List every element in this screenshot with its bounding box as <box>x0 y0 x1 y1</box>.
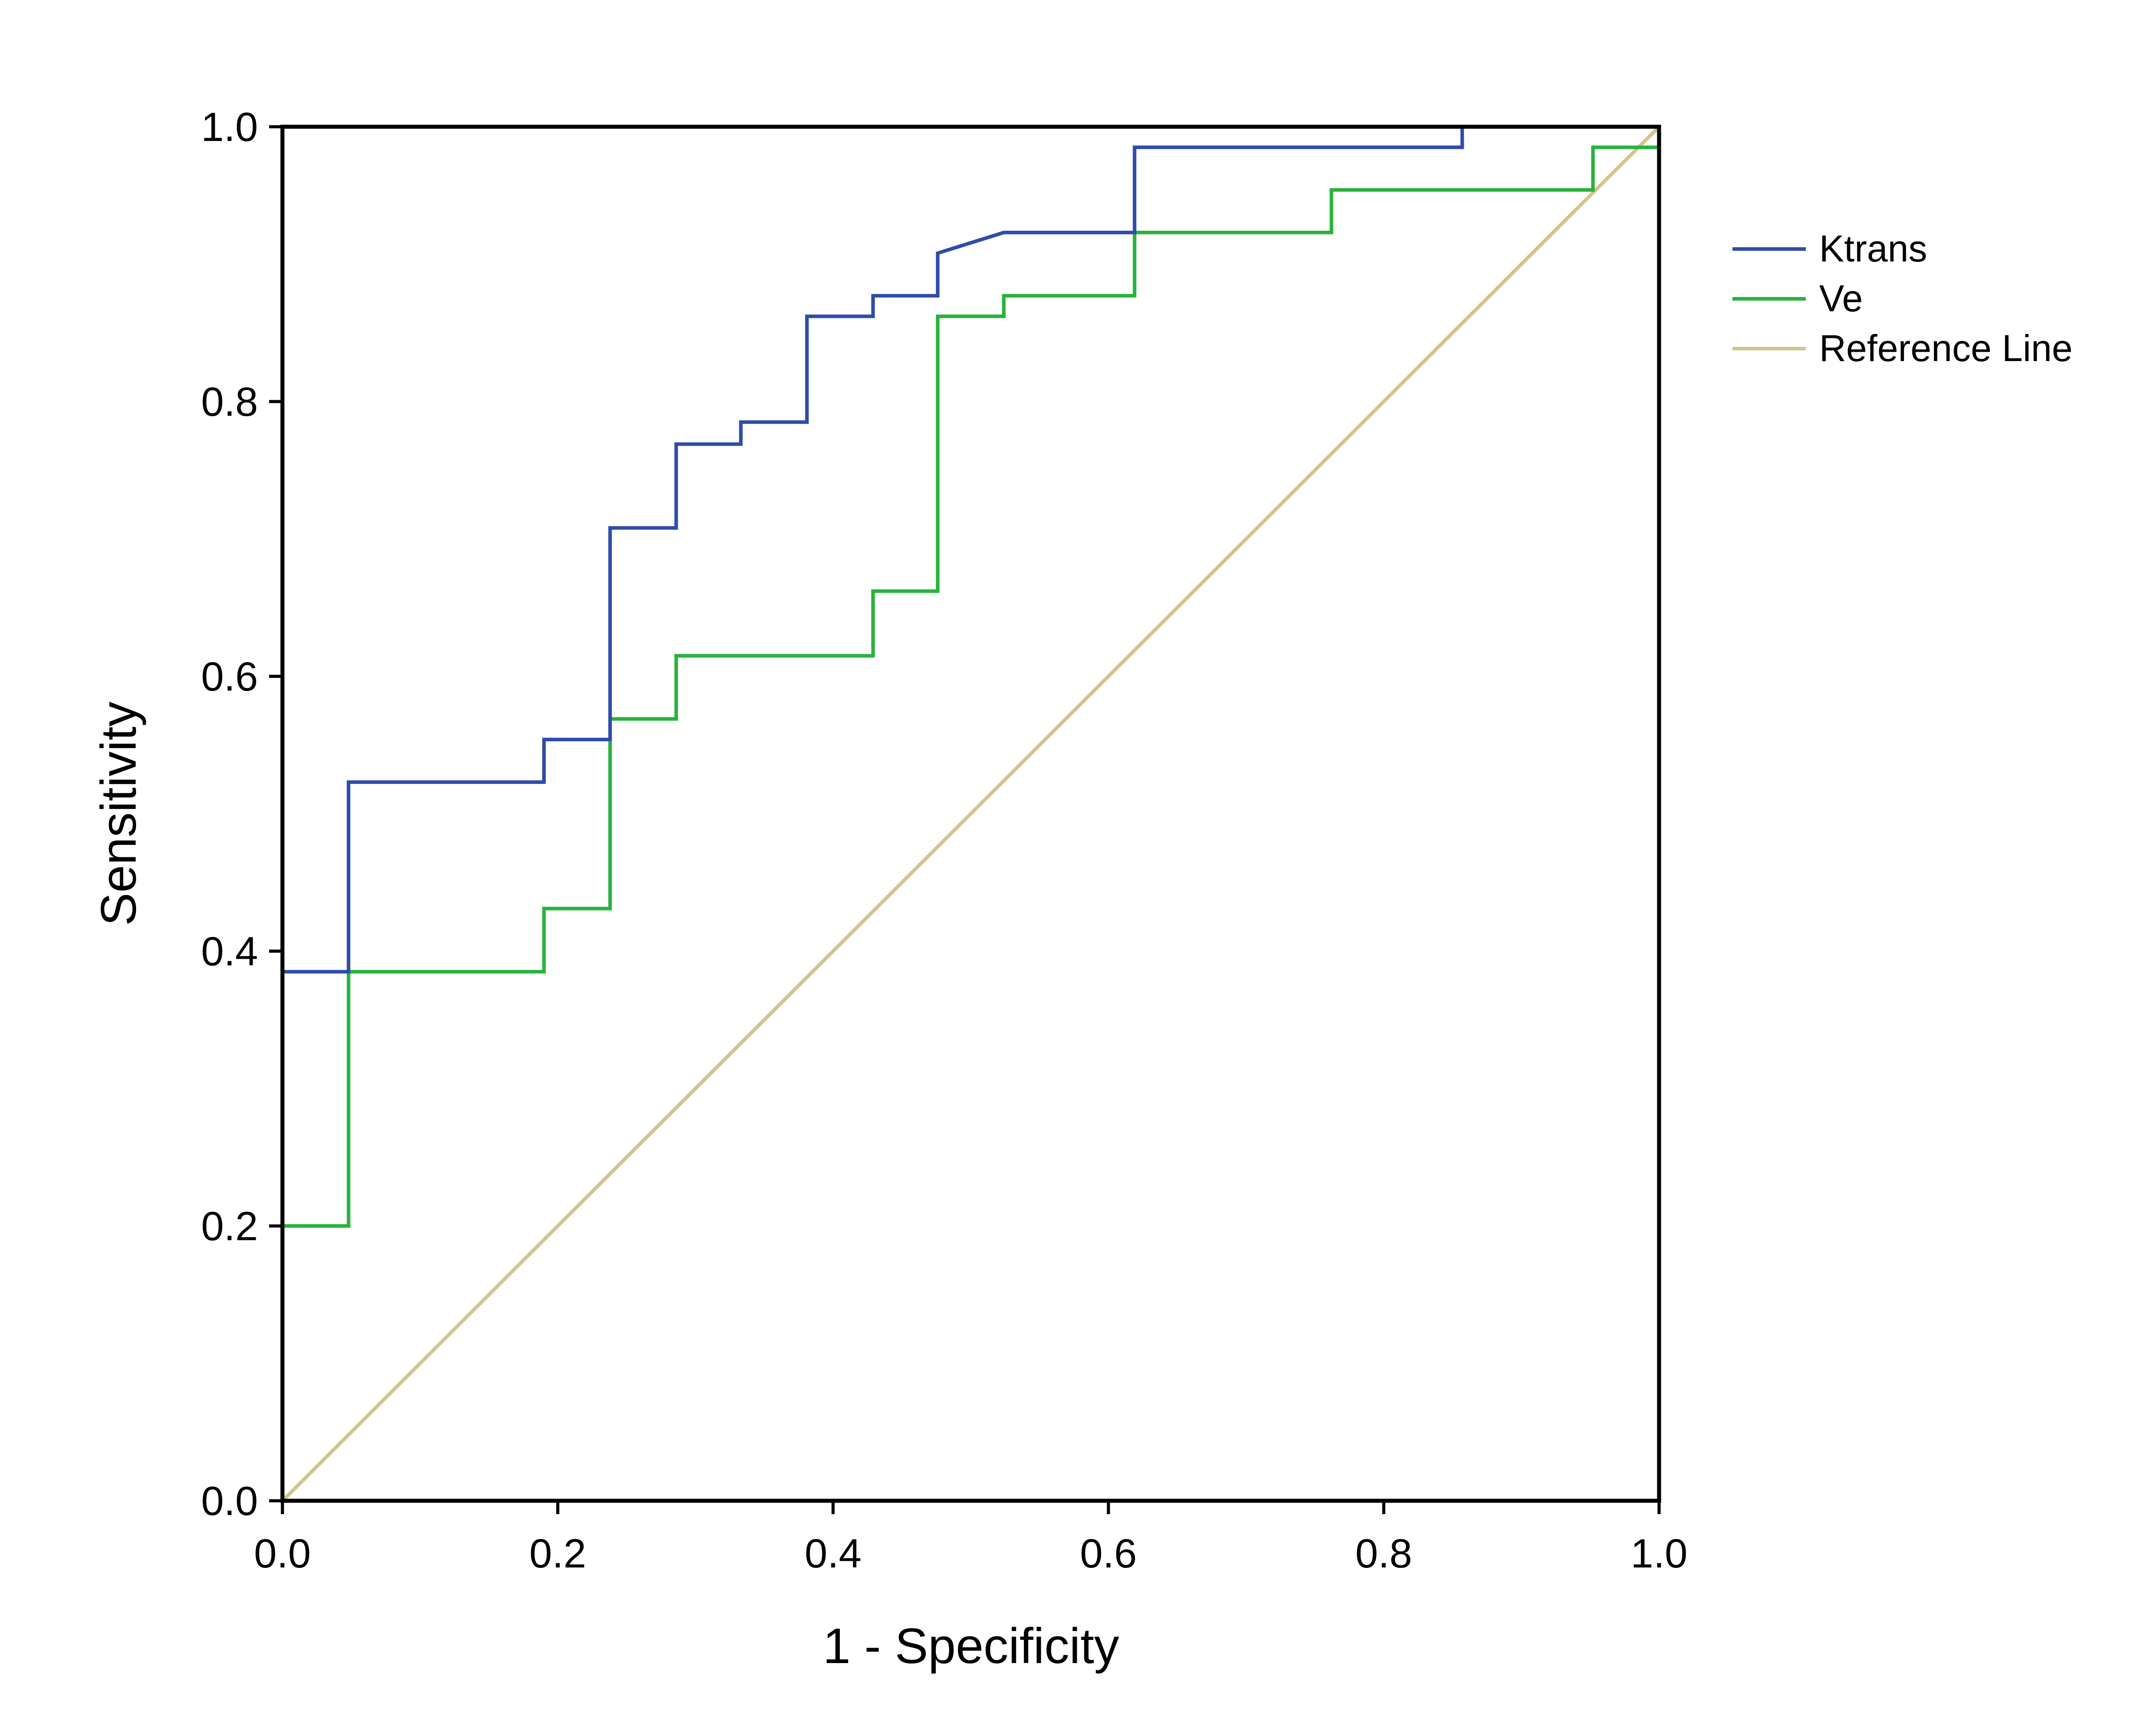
series-layer <box>281 125 1661 1502</box>
legend-label-ve: Ve <box>1819 277 1863 319</box>
y-tick-label: 0.6 <box>201 654 258 699</box>
axis-ticks: 0.0 0.2 0.4 0.6 0.8 1.0 0.0 0.2 0.4 0.6 0.8 1.0 <box>201 104 1688 1576</box>
x-axis-title: 1 - Specificity <box>823 1618 1119 1674</box>
y-tick-label: 1.0 <box>201 104 258 150</box>
series-line-reference-line <box>281 125 1660 1502</box>
x-tick-label: 0.2 <box>529 1531 586 1576</box>
y-tick-label: 0.4 <box>201 929 258 974</box>
x-tick-label: 0.4 <box>805 1531 862 1576</box>
series-line-ktrans <box>281 125 1659 1501</box>
x-tick-label: 1.0 <box>1631 1531 1688 1576</box>
x-tick-label: 0.8 <box>1355 1531 1412 1576</box>
plot-area-frame <box>280 125 1661 1503</box>
legend: Ktrans Ve Reference Line <box>1732 228 2073 369</box>
y-axis-title: Sensitivity <box>91 702 146 926</box>
y-tick-label: 0.8 <box>201 379 258 425</box>
legend-label-ktrans: Ktrans <box>1819 228 1927 269</box>
y-tick-label: 0.2 <box>201 1204 258 1249</box>
series-line-ve <box>281 127 1661 1501</box>
y-tick-label: 0.0 <box>201 1479 258 1524</box>
x-tick-label: 0.0 <box>254 1531 311 1576</box>
legend-label-reference-line: Reference Line <box>1819 327 2073 369</box>
x-tick-label: 0.6 <box>1080 1531 1137 1576</box>
